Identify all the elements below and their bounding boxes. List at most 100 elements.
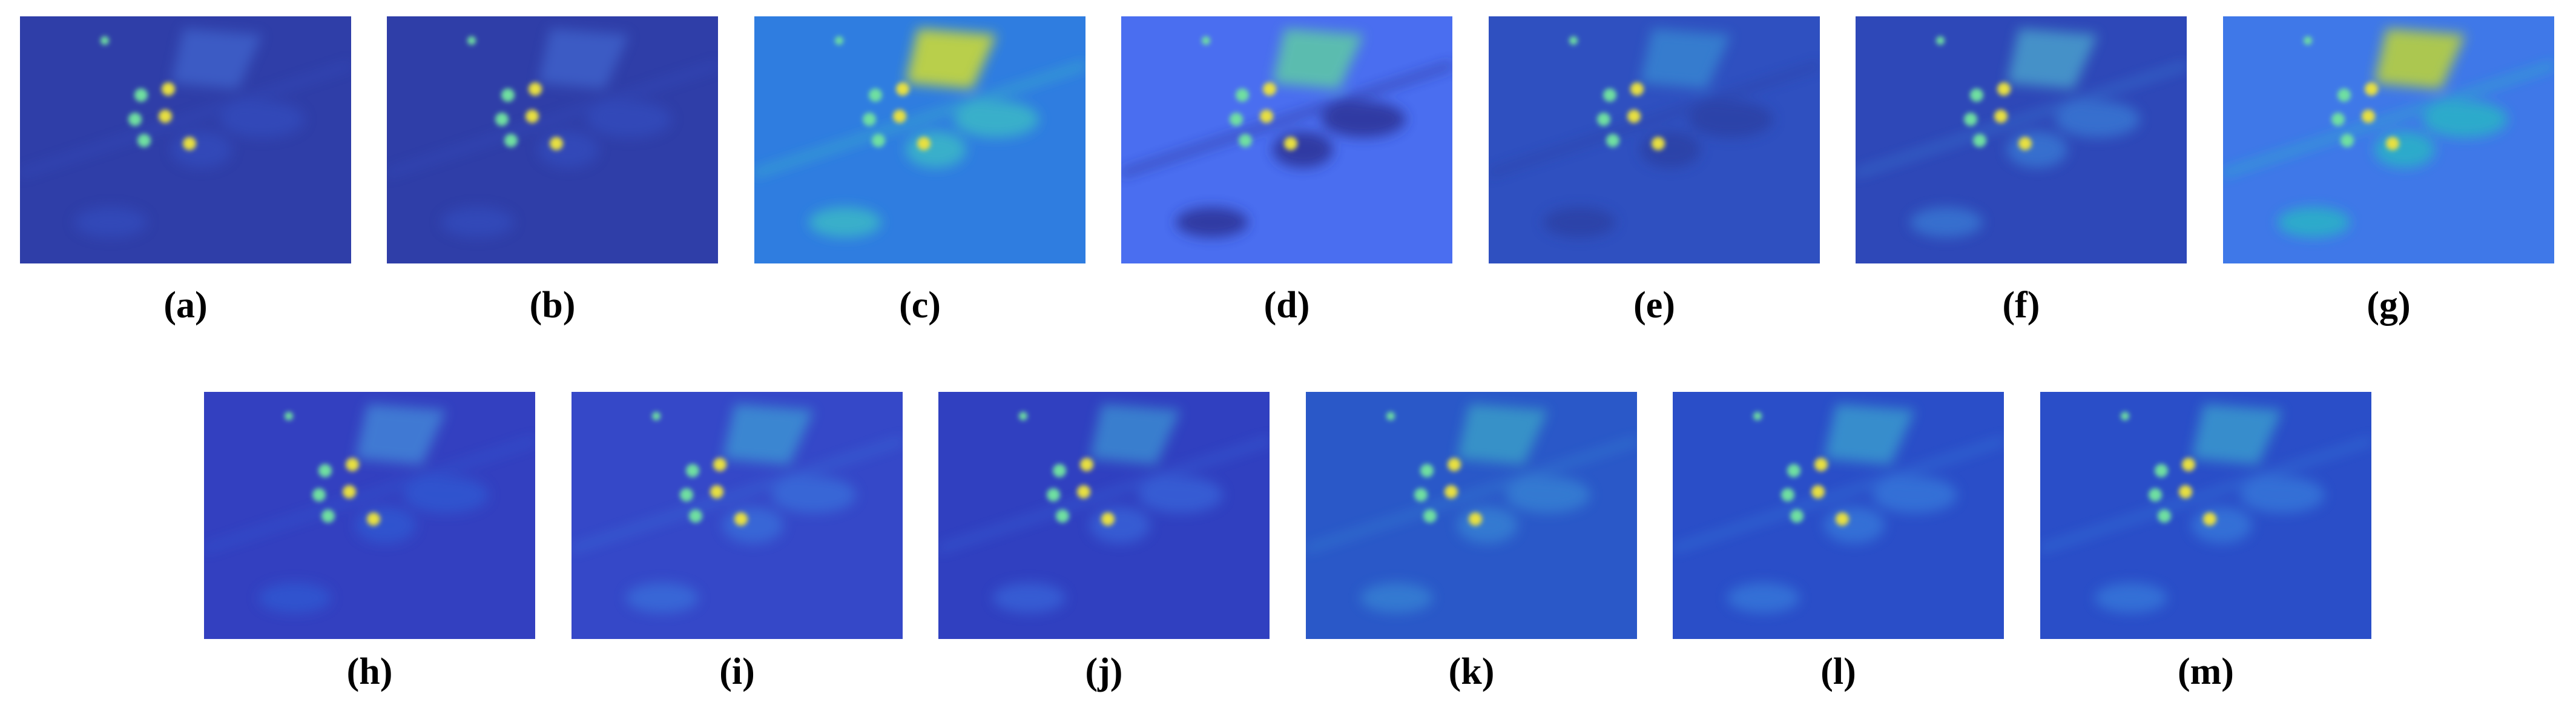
cloud: [1360, 583, 1433, 613]
cloud: [771, 477, 856, 513]
hotspots: [2304, 36, 2399, 150]
hotspot: [2018, 137, 2032, 150]
cloud: [809, 207, 881, 237]
panel-label: (f): [2003, 285, 2040, 326]
cloud: [1090, 507, 1150, 543]
hotspot: [318, 464, 332, 477]
cloud: [587, 101, 671, 137]
hotspot: [1781, 488, 1794, 502]
image-texture: [572, 404, 903, 613]
hotspot: [1597, 113, 1610, 126]
hotspot: [183, 137, 196, 150]
hotspot: [2362, 110, 2375, 123]
hotspot: [2203, 512, 2216, 526]
hotspot: [1080, 458, 1093, 471]
field: [1273, 28, 1363, 89]
hotspots: [1202, 36, 1297, 150]
hotspot: [1790, 509, 1804, 523]
road: [1856, 62, 2187, 176]
road: [204, 438, 535, 552]
panel-image: [1673, 392, 2004, 639]
road: [1306, 438, 1637, 552]
hotspot: [504, 134, 518, 147]
cloud: [355, 507, 416, 543]
panel: (m): [2040, 392, 2371, 692]
road: [2223, 62, 2554, 176]
cloud: [993, 583, 1066, 613]
panel-label: (h): [347, 651, 393, 692]
hotspot: [1569, 36, 1578, 45]
hotspot: [872, 134, 885, 147]
hotspot: [1420, 464, 1434, 477]
hotspot: [917, 137, 931, 150]
hotspot: [1627, 110, 1641, 123]
hotspot: [1019, 412, 1027, 420]
panel-label: (m): [2178, 651, 2234, 692]
hotspot: [680, 488, 693, 502]
panel-image: [2040, 392, 2371, 639]
cloud: [538, 131, 599, 168]
panel-label: (b): [530, 285, 576, 326]
cloud: [1824, 507, 1885, 543]
hotspots: [1936, 36, 2032, 150]
image-texture: [938, 404, 1270, 613]
hotspot: [529, 82, 542, 96]
hotspots: [2121, 412, 2216, 526]
hotspots: [285, 412, 380, 526]
hotspot: [1056, 509, 1069, 523]
hotspot: [1936, 36, 1945, 45]
panel-image: [754, 16, 1085, 263]
hotspot: [1814, 458, 1828, 471]
panel: (j): [938, 392, 1270, 692]
cloud: [1321, 101, 1406, 137]
hotspot: [2304, 36, 2312, 45]
cloud: [2007, 131, 2067, 168]
panel: (a): [20, 16, 351, 326]
hotspot: [893, 110, 906, 123]
hotspot: [501, 88, 515, 102]
field: [1640, 28, 1731, 89]
cloud: [1273, 131, 1333, 168]
cloud: [404, 477, 489, 513]
image-texture: [1673, 404, 2004, 613]
cloud: [171, 131, 232, 168]
cloud: [259, 583, 331, 613]
road: [1121, 62, 1452, 176]
hotspot: [346, 458, 359, 471]
image-texture: [1306, 404, 1637, 613]
road: [938, 438, 1270, 552]
panel-image: [1121, 16, 1452, 263]
hotspot: [2182, 458, 2195, 471]
hotspot: [367, 512, 380, 526]
panel: (d): [1121, 16, 1452, 326]
hotspot: [1606, 134, 1619, 147]
cloud: [1910, 207, 1983, 237]
field: [1824, 404, 1915, 465]
image-texture: [2040, 404, 2371, 613]
field: [1457, 404, 1548, 465]
panel: (i): [572, 392, 903, 692]
cloud: [220, 101, 305, 137]
hotspot: [321, 509, 335, 523]
cloud: [2278, 207, 2350, 237]
panel-label: (j): [1085, 651, 1123, 692]
hotspot: [1236, 88, 1249, 102]
hotspot: [1053, 464, 1066, 477]
hotspot: [1386, 412, 1395, 420]
hotspot: [1077, 485, 1090, 498]
hotspot: [689, 509, 702, 523]
panel-label: (e): [1633, 285, 1675, 326]
field: [171, 28, 262, 89]
cloud: [954, 101, 1039, 137]
hotspot: [2179, 485, 2192, 498]
field: [2007, 28, 2098, 89]
cloud: [1506, 477, 1590, 513]
cloud: [1176, 207, 1248, 237]
hotspots: [1386, 412, 1482, 526]
image-texture: [1121, 28, 1452, 237]
hotspot: [1202, 36, 1210, 45]
panel-label: (i): [719, 651, 755, 692]
panel: (l): [1673, 392, 2004, 692]
cloud: [2423, 101, 2508, 137]
hotspots: [652, 412, 748, 526]
